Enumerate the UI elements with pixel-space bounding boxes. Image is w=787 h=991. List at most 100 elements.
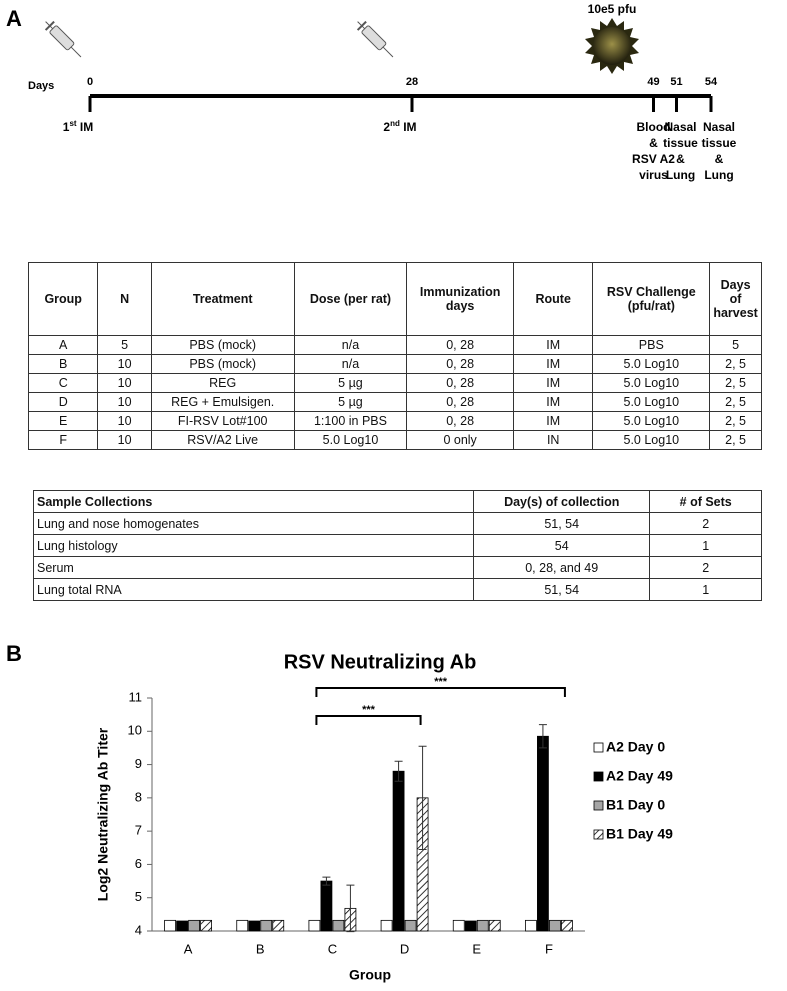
table-cell: 2 bbox=[649, 556, 762, 579]
table-cell: IM bbox=[512, 335, 594, 355]
table-cell: 5.0 Log10 bbox=[592, 430, 711, 450]
table-row: E 10 FI-RSV Lot#100 1:100 in PBS 0, 28 IM 5.0 … bbox=[27, 411, 762, 431]
bar bbox=[549, 919, 561, 932]
event-label: & bbox=[649, 136, 658, 150]
event-label-part: IM bbox=[400, 120, 417, 134]
y-tick-label: 6 bbox=[135, 856, 142, 871]
table-cell: 51, 54 bbox=[473, 512, 651, 535]
event-label: RSV A2 bbox=[632, 152, 675, 166]
table-cell: 2, 5 bbox=[709, 430, 762, 450]
table-cell: 51, 54 bbox=[473, 578, 651, 601]
bar bbox=[452, 919, 465, 932]
table-cell: 0 only bbox=[406, 430, 514, 450]
bar bbox=[380, 919, 393, 932]
table-row: Lung and nose homogenates 51, 54 2 bbox=[32, 512, 762, 535]
table-row: C 10 REG 5 µg 0, 28 IM 5.0 Log10 2, 5 bbox=[27, 373, 762, 393]
dose-note: 10e5 pfu bbox=[588, 2, 637, 16]
table-cell: 5.0 Log10 bbox=[592, 354, 711, 374]
table-row: Lung total RNA 51, 54 1 bbox=[32, 578, 762, 601]
table-cell: IM bbox=[512, 373, 594, 393]
error-bar bbox=[346, 884, 355, 933]
table-cell: 0, 28 bbox=[406, 354, 514, 374]
table-cell: 2, 5 bbox=[709, 392, 762, 412]
event-label-part: 2 bbox=[383, 120, 390, 134]
syringe-icon bbox=[44, 20, 82, 58]
table-cell: PBS bbox=[592, 335, 711, 355]
x-tick-label: A bbox=[184, 941, 193, 956]
table-cell: 5.0 Log10 bbox=[592, 411, 711, 431]
bar bbox=[537, 735, 549, 932]
bar bbox=[561, 919, 573, 932]
event-label: Nasal bbox=[664, 120, 696, 134]
event-label-part: 1 bbox=[63, 120, 70, 134]
event-label: 2nd IM bbox=[383, 119, 416, 134]
table-cell: 2 bbox=[649, 512, 762, 535]
table-cell: 0, 28 bbox=[406, 392, 514, 412]
table-cell: 10 bbox=[97, 373, 152, 393]
table-row: B 10 PBS (mock) n/a 0, 28 IM 5.0 Log10 2, 5 bbox=[27, 354, 762, 374]
header-cell: N bbox=[97, 262, 152, 336]
header-cell: Route bbox=[512, 262, 594, 336]
table-row: Lung histology 54 1 bbox=[32, 534, 762, 557]
legend-swatch bbox=[593, 829, 604, 840]
bar bbox=[188, 919, 200, 932]
table-cell: C bbox=[27, 373, 99, 393]
table-cell: B bbox=[27, 354, 99, 374]
table-row: A 5 PBS (mock) n/a 0, 28 IM PBS 5 bbox=[27, 335, 762, 355]
table-cell: IM bbox=[512, 392, 594, 412]
event-label: virus bbox=[639, 168, 668, 182]
table-cell: E bbox=[27, 411, 99, 431]
event-label: Nasal bbox=[703, 120, 735, 134]
legend-swatch bbox=[593, 800, 604, 811]
legend-label: B1 Day 49 bbox=[606, 826, 673, 842]
event-label: 1st IM bbox=[63, 119, 93, 134]
table-cell: Lung histology bbox=[32, 534, 475, 557]
bar bbox=[260, 919, 273, 932]
bar bbox=[200, 919, 212, 932]
event-label-part: IM bbox=[77, 120, 94, 134]
table-row: F 10 RSV/A2 Live 5.0 Log10 0 only IN 5.0 Log10… bbox=[27, 430, 762, 450]
header-cell: Dose (per rat) bbox=[293, 262, 408, 336]
legend-label: B1 Day 0 bbox=[606, 797, 665, 813]
table-cell: 1:100 in PBS bbox=[293, 411, 408, 431]
bar bbox=[308, 919, 321, 932]
error-bar bbox=[322, 876, 331, 886]
table-cell: 2, 5 bbox=[709, 411, 762, 431]
significance-label: *** bbox=[362, 704, 376, 716]
bar bbox=[476, 919, 489, 932]
table-row: D 10 REG + Emulsigen. 5 µg 0, 28 IM 5.0 Log10 2… bbox=[27, 392, 762, 412]
header-cell: Treatment bbox=[150, 262, 295, 336]
event-label-part: nd bbox=[390, 119, 400, 128]
table-cell: 0, 28 bbox=[406, 373, 514, 393]
table-cell: 54 bbox=[473, 534, 651, 557]
chart-title: RSV Neutralizing Ab bbox=[284, 651, 477, 673]
table-cell: Lung total RNA bbox=[32, 578, 475, 601]
table-cell: REG bbox=[150, 373, 295, 393]
event-label: Lung bbox=[704, 168, 733, 182]
bar bbox=[176, 920, 188, 932]
bar bbox=[164, 919, 176, 932]
event-label: & bbox=[676, 152, 685, 166]
table-cell: F bbox=[27, 430, 99, 450]
bar bbox=[236, 919, 249, 932]
virus-icon bbox=[585, 18, 639, 74]
table-cell: 0, 28 bbox=[406, 411, 514, 431]
table-cell: 10 bbox=[97, 354, 152, 374]
table-cell: 10 bbox=[97, 392, 152, 412]
bar bbox=[464, 920, 477, 932]
header-row: Sample Collections Day(s) of collection # … bbox=[32, 490, 762, 513]
legend-label: A2 Day 49 bbox=[606, 768, 673, 784]
table-cell: IM bbox=[512, 354, 594, 374]
days-label: Days bbox=[28, 80, 54, 92]
legend-label: A2 Day 0 bbox=[606, 739, 665, 755]
bar bbox=[332, 919, 345, 932]
header-cell: RSV Challenge (pfu/rat) bbox=[592, 262, 711, 336]
significance-bracket bbox=[315, 715, 422, 725]
table-cell: D bbox=[27, 392, 99, 412]
bar bbox=[272, 919, 285, 932]
table-cell: IM bbox=[512, 411, 594, 431]
event-label: Lung bbox=[666, 168, 695, 182]
significance-bracket bbox=[315, 687, 566, 697]
